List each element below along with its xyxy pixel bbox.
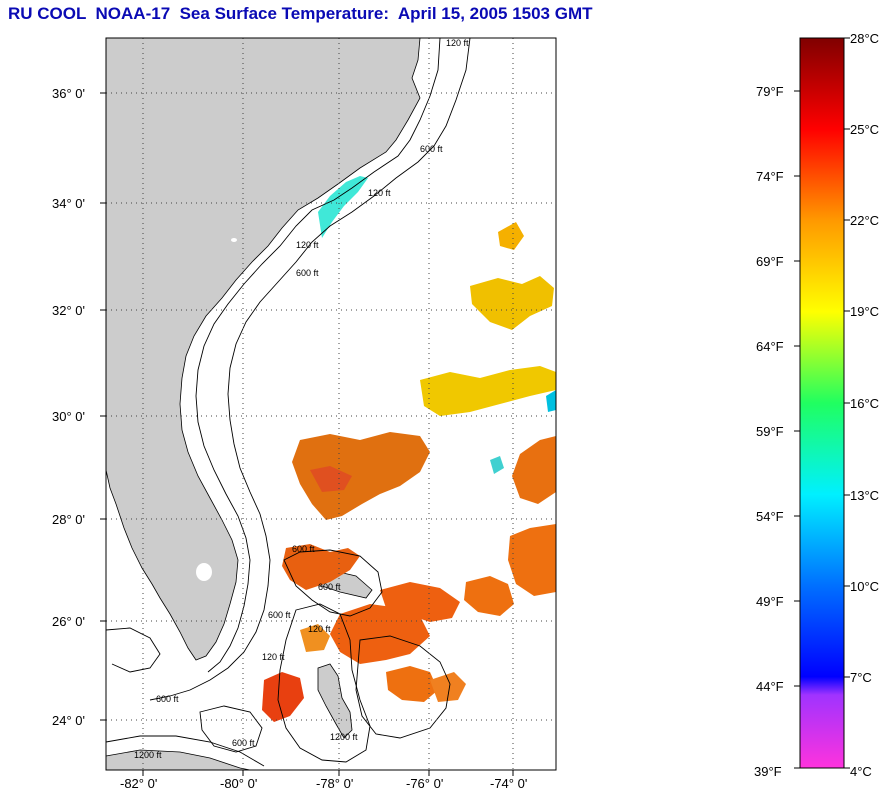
colorbar-fahrenheit-label: 74°F	[756, 169, 784, 184]
colorbar-celsius-label: 19°C	[850, 304, 879, 319]
colorbar-fahrenheit-label: 59°F	[756, 424, 784, 439]
colorbar-celsius-label: 4°C	[850, 764, 872, 779]
lat-label: 36° 0'	[52, 86, 85, 101]
lat-label: 30° 0'	[52, 409, 85, 424]
lat-label: 28° 0'	[52, 512, 85, 527]
lon-label: -76° 0'	[406, 776, 443, 791]
contour-label: 120 ft	[446, 38, 469, 48]
colorbar-celsius-label: 10°C	[850, 579, 879, 594]
contour-label: 600 ft	[296, 268, 319, 278]
colorbar-celsius-label: 25°C	[850, 122, 879, 137]
colorbar-celsius-label: 22°C	[850, 213, 879, 228]
sst-patches	[262, 176, 556, 722]
lat-label: 32° 0'	[52, 303, 85, 318]
colorbar: 28°C 25°C 22°C 19°C 16°C 13°C 10°C 7°C 4…	[754, 31, 879, 779]
contour-label: 120 ft	[296, 240, 319, 250]
contour-label: 600 ft	[318, 582, 341, 592]
map-title: RU COOL NOAA-17 Sea Surface Temperature:…	[8, 4, 593, 23]
map-border	[105, 37, 557, 771]
contour-label: 600 ft	[232, 738, 255, 748]
colorbar-celsius-label: 16°C	[850, 396, 879, 411]
contour-labels: 120 ft 600 ft 120 ft 600 ft 120 ft 600 f…	[134, 38, 469, 760]
colorbar-fahrenheit-label: 69°F	[756, 254, 784, 269]
longitude-labels: -82° 0' -80° 0' -78° 0' -76° 0' -74° 0'	[120, 776, 527, 791]
contour-label: 120 ft	[368, 188, 391, 198]
colorbar-gradient	[799, 37, 845, 769]
colorbar-fahrenheit-label: 44°F	[756, 679, 784, 694]
land-bahamas-andros	[317, 663, 353, 739]
lon-label: -82° 0'	[120, 776, 157, 791]
colorbar-celsius-label: 7°C	[850, 670, 872, 685]
latitude-labels: 36° 0' 34° 0' 32° 0' 30° 0' 28° 0' 26° 0…	[52, 86, 85, 728]
lat-label: 26° 0'	[52, 614, 85, 629]
contour-label: 600 ft	[268, 610, 291, 620]
contour-label: 120 ft	[308, 624, 331, 634]
land-mass	[106, 38, 421, 661]
axis-ticks	[100, 92, 514, 776]
colorbar-fahrenheit-label: 79°F	[756, 84, 784, 99]
lat-label: 24° 0'	[52, 713, 85, 728]
contour-label: 1200 ft	[134, 750, 162, 760]
contour-label: 120 ft	[262, 652, 285, 662]
depth-contours	[106, 38, 471, 767]
lake	[231, 238, 237, 242]
land-cuba	[106, 749, 251, 770]
lat-label: 34° 0'	[52, 196, 85, 211]
lat-lon-grid	[106, 38, 556, 770]
lon-label: -74° 0'	[490, 776, 527, 791]
contour-label: 1200 ft	[330, 732, 358, 742]
lon-label: -80° 0'	[220, 776, 257, 791]
colorbar-fahrenheit-label: 64°F	[756, 339, 784, 354]
colorbar-fahrenheit-label: 39°F	[754, 764, 782, 779]
colorbar-fahrenheit-label: 54°F	[756, 509, 784, 524]
lake-okeechobee	[196, 563, 212, 581]
lon-label: -78° 0'	[316, 776, 353, 791]
contour-label: 600 ft	[156, 694, 179, 704]
colorbar-celsius-label: 13°C	[850, 488, 879, 503]
contour-label: 600 ft	[420, 144, 443, 154]
contour-label: 600 ft	[292, 544, 315, 554]
colorbar-celsius-label: 28°C	[850, 31, 879, 46]
colorbar-fahrenheit-label: 49°F	[756, 594, 784, 609]
